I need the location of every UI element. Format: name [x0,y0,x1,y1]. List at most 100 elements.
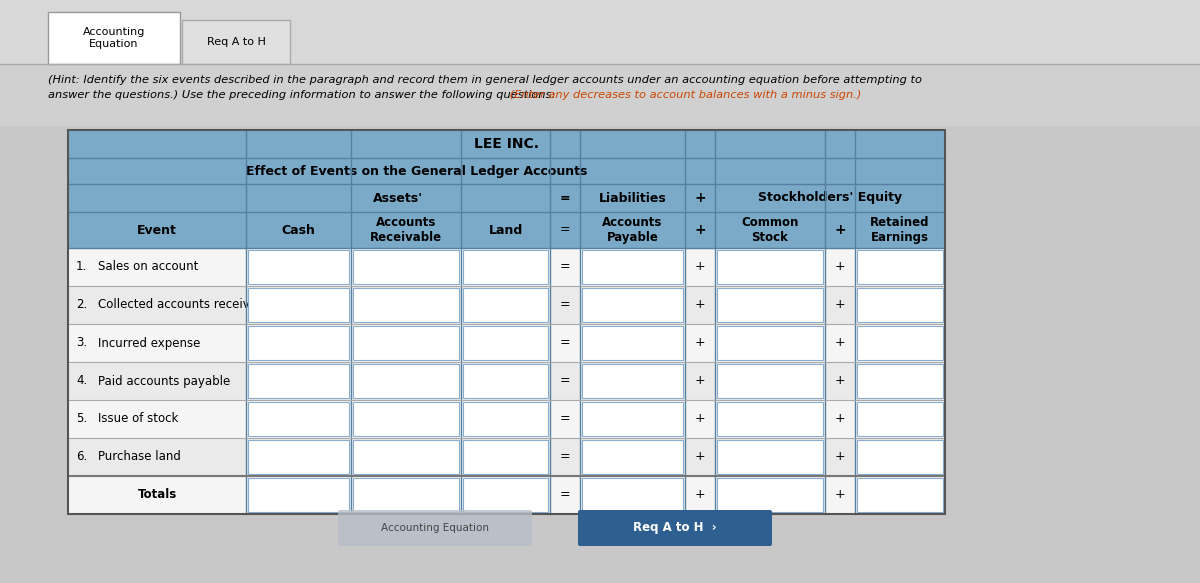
Bar [857,402,943,436]
Text: Land: Land [488,223,523,237]
Text: =: = [559,489,570,501]
Bar [353,288,458,322]
Bar [718,440,823,474]
Text: =: = [559,336,570,349]
Text: +: + [694,223,706,237]
Text: 4.: 4. [76,374,88,388]
Bar [463,478,548,512]
Text: 6.: 6. [76,451,88,463]
Text: 2.: 2. [76,298,88,311]
Text: Incurred expense: Incurred expense [98,336,200,349]
Text: =: = [559,451,570,463]
Text: +: + [835,336,845,349]
Text: Issue of stock: Issue of stock [98,413,179,426]
Text: 3.: 3. [76,336,88,349]
Text: Accounts
Receivable: Accounts Receivable [370,216,442,244]
Bar [68,400,946,438]
Bar [353,364,458,398]
Bar [248,478,349,512]
Text: +: + [835,298,845,311]
Bar [463,440,548,474]
Text: Accounting Equation: Accounting Equation [382,523,490,533]
Bar [582,326,683,360]
Bar [248,440,349,474]
Text: (Enter any decreases to account balances with a minus sign.): (Enter any decreases to account balances… [506,90,862,100]
Text: Totals: Totals [137,489,176,501]
Bar [718,326,823,360]
Bar [0,64,1200,126]
Bar [48,12,180,64]
Bar [248,288,349,322]
Text: LEE INC.: LEE INC. [474,137,539,151]
Text: Req A to H  ›: Req A to H › [634,522,716,535]
Text: Assets': Assets' [373,191,424,205]
Bar [68,130,946,514]
Bar [68,476,946,514]
Text: +: + [834,223,846,237]
Bar [68,130,946,158]
Bar [68,324,946,362]
Bar [353,440,458,474]
Text: =: = [559,374,570,388]
Text: answer the questions.) Use the preceding information to answer the following que: answer the questions.) Use the preceding… [48,90,556,100]
Text: Accounts
Payable: Accounts Payable [602,216,662,244]
Bar [857,326,943,360]
Text: Stockholders' Equity: Stockholders' Equity [758,191,902,205]
Bar [248,326,349,360]
Bar [718,288,823,322]
Bar [718,364,823,398]
Bar [718,478,823,512]
Bar [582,250,683,284]
Bar [68,286,946,324]
Text: +: + [695,298,706,311]
Bar [68,158,946,184]
Text: +: + [835,451,845,463]
Bar [248,364,349,398]
Text: Event: Event [137,223,176,237]
Text: +: + [695,489,706,501]
Bar [857,478,943,512]
Text: +: + [835,374,845,388]
Bar [353,402,458,436]
Text: =: = [559,223,570,237]
Text: Purchase land: Purchase land [98,451,181,463]
Text: 1.: 1. [76,261,88,273]
Text: =: = [559,413,570,426]
Text: +: + [835,261,845,273]
Bar [718,402,823,436]
Text: =: = [559,191,570,205]
Text: Effect of Events on the General Ledger Accounts: Effect of Events on the General Ledger A… [246,164,587,177]
Text: (Hint: Identify the six events described in the paragraph and record them in gen: (Hint: Identify the six events described… [48,75,922,85]
Text: +: + [835,413,845,426]
Bar [0,0,1200,125]
Text: Sales on account: Sales on account [98,261,198,273]
Bar [857,250,943,284]
Text: +: + [695,336,706,349]
Text: Liabilities: Liabilities [599,191,666,205]
Bar [353,250,458,284]
Bar [582,288,683,322]
Text: +: + [695,413,706,426]
Text: +: + [835,489,845,501]
Bar [182,20,290,64]
Text: =: = [559,261,570,273]
Bar [718,250,823,284]
Text: Retained
Earnings: Retained Earnings [870,216,930,244]
Bar [248,250,349,284]
Bar [582,402,683,436]
Text: Common
Stock: Common Stock [742,216,799,244]
Bar [68,184,946,212]
Bar [353,326,458,360]
Bar [857,364,943,398]
Text: =: = [559,298,570,311]
Text: Collected accounts receivable: Collected accounts receivable [98,298,275,311]
Text: Cash: Cash [282,223,316,237]
Bar [582,364,683,398]
Text: Paid accounts payable: Paid accounts payable [98,374,230,388]
Bar [248,402,349,436]
Text: Accounting
Equation: Accounting Equation [83,27,145,49]
Text: +: + [694,191,706,205]
Bar [68,212,946,248]
Bar [857,440,943,474]
FancyBboxPatch shape [338,510,532,546]
